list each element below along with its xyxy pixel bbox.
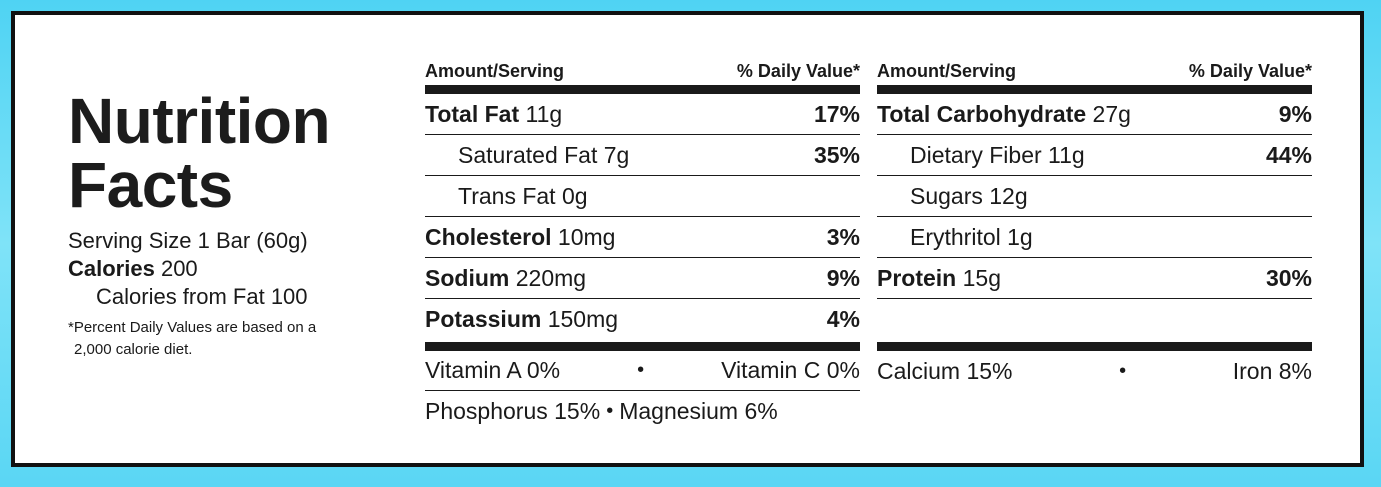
daily-value-header: % Daily Value*	[1188, 61, 1312, 81]
calories-from-fat: Calories from Fat 100	[96, 284, 308, 309]
nutrient-row: Potassium 150mg 4%	[425, 299, 860, 340]
title-line-1: Nutrition	[68, 85, 331, 157]
vitamin-c: Vitamin C 0%	[721, 357, 860, 383]
label-title: Nutrition Facts	[68, 89, 408, 217]
nutrient-row: Total Carbohydrate 27g 9%	[877, 94, 1312, 135]
calcium: Calcium 15%	[877, 357, 1013, 384]
nutrient-label: Sugars	[910, 182, 983, 209]
amount-serving-header: Amount/Serving	[877, 61, 1017, 81]
nutrient-amount: 220mg	[515, 264, 587, 291]
nutrient-label: Total Carbohydrate	[877, 100, 1087, 127]
nutrient-amount: 12g	[989, 182, 1028, 209]
nutrient-name: Sugars 12g	[877, 183, 1028, 210]
nutrient-label: Sodium	[425, 264, 510, 291]
footnote-line-1: *Percent Daily Values are based on a	[68, 319, 317, 336]
nutrient-amount: 7g	[603, 141, 630, 168]
nutrient-label: Total Fat	[425, 100, 520, 127]
phosphorus: Phosphorus 15%	[425, 397, 601, 424]
nutrient-label: Saturated Fat	[458, 141, 598, 168]
bullet-icon: •	[1119, 359, 1127, 382]
nutrient-label: Protein	[877, 264, 957, 291]
nutrient-label: Cholesterol	[425, 223, 552, 250]
nutrient-label: Trans Fat	[458, 182, 556, 209]
nutrient-row: Trans Fat 0g	[425, 176, 860, 217]
nutrient-row: Total Fat 11g 17%	[425, 94, 860, 135]
blank-row	[877, 299, 1312, 340]
vitamin-a: Vitamin A 0%	[425, 357, 561, 383]
footnote: *Percent Daily Values are based on a 2,0…	[68, 317, 408, 361]
daily-value-percent: 35%	[813, 141, 860, 168]
nutrient-label: Potassium	[425, 306, 542, 332]
bullet-icon: •	[637, 359, 645, 381]
daily-value-percent: 4%	[826, 306, 860, 332]
label-summary: Nutrition Facts Serving Size 1 Bar (60g)…	[68, 89, 408, 361]
serving-size: Serving Size 1 Bar (60g)	[68, 228, 308, 253]
daily-value-header: % Daily Value*	[736, 61, 860, 81]
nutrient-amount: 150mg	[547, 306, 619, 332]
nutrient-row: Protein 15g 30%	[877, 258, 1312, 299]
nutrient-name: Potassium 150mg	[425, 306, 618, 333]
column-header: Amount/Serving % Daily Value*	[877, 51, 1312, 85]
daily-value-percent: 17%	[813, 100, 860, 127]
nutrient-name: Trans Fat 0g	[425, 183, 588, 210]
nutrient-row: Sugars 12g	[877, 176, 1312, 217]
calories: Calories 200	[68, 255, 408, 283]
nutrient-amount: 11g	[525, 100, 563, 127]
nutrient-amount: 15g	[962, 264, 1001, 291]
footnote-line-2: 2,000 calorie diet.	[74, 341, 193, 358]
daily-value-percent: 44%	[1265, 141, 1312, 168]
nutrient-label: Dietary Fiber	[910, 141, 1042, 168]
nutrient-column-right: Amount/Serving % Daily Value* Total Carb…	[877, 51, 1312, 391]
nutrient-name: Dietary Fiber 11g	[877, 142, 1085, 169]
nutrient-name: Protein 15g	[877, 265, 1001, 292]
magnesium: Magnesium 6%	[619, 397, 778, 424]
header-rule	[425, 85, 860, 94]
mineral-row: Calcium 15% • Iron 8%	[877, 351, 1312, 391]
nutrient-row: Sodium 220mg 9%	[425, 258, 860, 299]
amount-serving-header: Amount/Serving	[425, 61, 565, 81]
vitamin-row: Vitamin A 0% • Vitamin C 0%	[425, 351, 860, 391]
header-rule	[877, 85, 1312, 94]
title-line-2: Facts	[68, 149, 233, 221]
nutrition-label: Nutrition Facts Serving Size 1 Bar (60g)…	[11, 11, 1364, 467]
nutrient-name: Sodium 220mg	[425, 265, 586, 292]
nutrient-amount: 0g	[561, 182, 588, 209]
nutrient-row: Erythritol 1g	[877, 217, 1312, 258]
nutrient-column-left: Amount/Serving % Daily Value* Total Fat …	[425, 51, 860, 431]
column-header: Amount/Serving % Daily Value*	[425, 51, 860, 85]
daily-value-percent: 9%	[1278, 100, 1312, 127]
vitamin-rule	[877, 342, 1312, 351]
nutrient-row: Cholesterol 10mg 3%	[425, 217, 860, 258]
calories-value: 200	[160, 256, 198, 281]
nutrient-amount: 11g	[1048, 141, 1085, 168]
mineral-row: Phosphorus 15% • Magnesium 6%	[425, 391, 860, 431]
nutrient-name: Total Fat 11g	[425, 101, 562, 128]
vitamin-rule	[425, 342, 860, 351]
calories-label: Calories	[68, 256, 155, 281]
nutrient-label: Erythritol	[910, 223, 1001, 250]
nutrient-name: Saturated Fat 7g	[425, 142, 629, 169]
nutrient-name: Erythritol 1g	[877, 224, 1033, 251]
daily-value-percent: 30%	[1265, 264, 1312, 291]
nutrient-row: Saturated Fat 7g 35%	[425, 135, 860, 176]
nutrient-amount: 10mg	[557, 223, 616, 250]
nutrient-name: Cholesterol 10mg	[425, 224, 615, 251]
nutrient-amount: 27g	[1092, 100, 1131, 127]
nutrient-name: Total Carbohydrate 27g	[877, 101, 1131, 128]
daily-value-percent: 3%	[826, 223, 860, 250]
iron: Iron 8%	[1232, 357, 1312, 384]
nutrient-amount: 1g	[1007, 223, 1033, 250]
nutrient-row: Dietary Fiber 11g 44%	[877, 135, 1312, 176]
bullet-icon: •	[606, 399, 614, 422]
daily-value-percent: 9%	[826, 264, 860, 291]
